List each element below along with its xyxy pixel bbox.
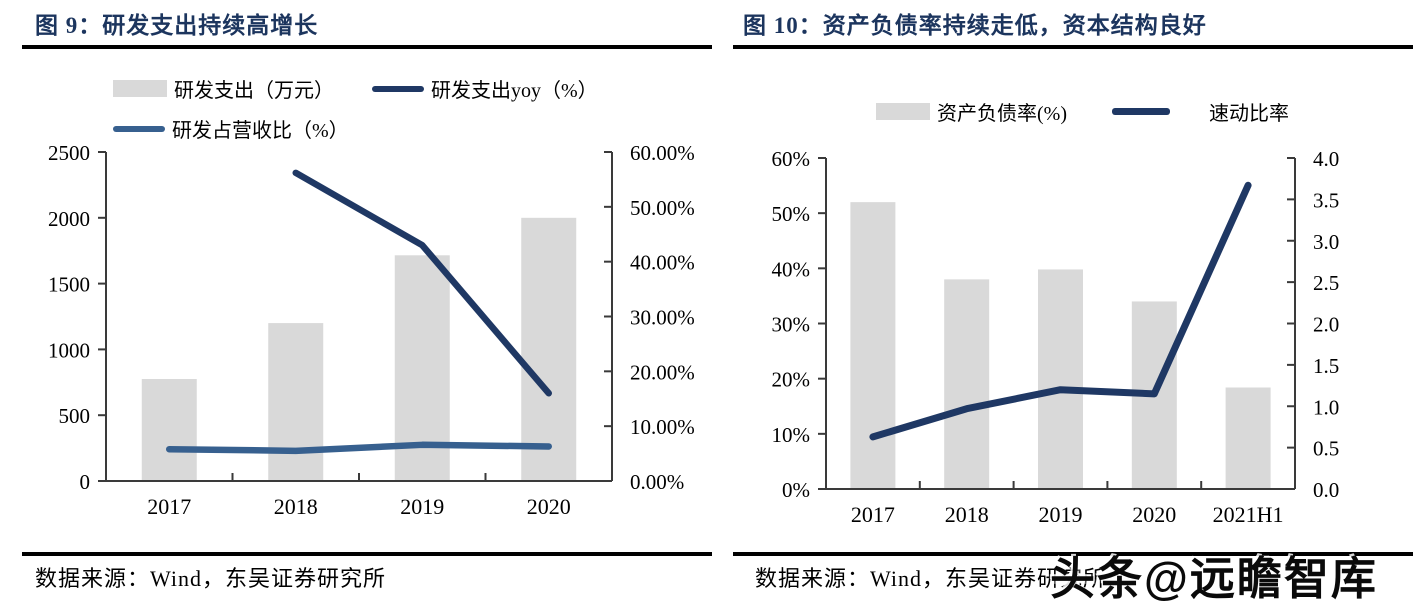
- svg-text:20%: 20%: [772, 368, 811, 392]
- svg-text:2.5: 2.5: [1313, 271, 1339, 295]
- svg-text:2020: 2020: [527, 494, 571, 519]
- quick-ratio-label: 速动比率: [1208, 103, 1289, 125]
- rd-revenue-ratio-label: 研发占营收比（%）: [172, 120, 349, 142]
- rd-spending-label: 研发支出（万元）: [174, 80, 334, 102]
- svg-text:500: 500: [59, 404, 91, 428]
- svg-text:3.5: 3.5: [1313, 188, 1339, 212]
- rd-spending-chart: 0 500 1000 1500 2000 2500 0.00% 10.00% 20.00% 30.…: [48, 141, 695, 519]
- svg-text:2019: 2019: [400, 494, 444, 519]
- svg-text:2019: 2019: [1039, 502, 1083, 527]
- figure10-legend: 资产负债率(%) 速动比率: [876, 97, 1289, 126]
- svg-text:2018: 2018: [274, 494, 318, 519]
- svg-text:1000: 1000: [48, 338, 90, 362]
- figure10-bottom-divider: [733, 552, 1413, 556]
- quick-ratio-line-swatch: [1111, 108, 1170, 115]
- svg-text:60.00%: 60.00%: [630, 141, 695, 165]
- svg-text:0.5: 0.5: [1313, 437, 1339, 461]
- figure9-title: 图 9：研发支出持续高增长: [35, 13, 319, 38]
- figure10-source: 数据来源：Wind，东吴证券研究所: [755, 566, 1106, 591]
- svg-text:0%: 0%: [782, 478, 810, 502]
- svg-text:2017: 2017: [851, 502, 895, 527]
- svg-text:2020: 2020: [1132, 502, 1176, 527]
- svg-text:50.00%: 50.00%: [630, 196, 695, 220]
- rd-revenue-ratio-line-swatch: [113, 125, 165, 132]
- svg-text:50%: 50%: [772, 202, 811, 226]
- svg-text:2017: 2017: [147, 494, 191, 519]
- figure9-source: 数据来源：Wind，东吴证券研究所: [35, 566, 386, 591]
- svg-text:0: 0: [80, 470, 91, 494]
- svg-text:2021H1: 2021H1: [1213, 502, 1284, 527]
- figure9-top-divider: [22, 45, 712, 49]
- svg-text:3.0: 3.0: [1313, 230, 1339, 254]
- figure9-legend: 研发支出（万元） 研发支出yoy（%） 研发占营收比（%）: [113, 74, 598, 143]
- svg-text:2018: 2018: [945, 502, 989, 527]
- svg-text:1500: 1500: [48, 273, 90, 297]
- svg-text:2.0: 2.0: [1313, 313, 1339, 337]
- svg-text:10%: 10%: [772, 423, 811, 447]
- figure9-legend-row1: 研发支出（万元） 研发支出yoy（%）: [113, 74, 598, 103]
- svg-text:0.0: 0.0: [1313, 478, 1339, 502]
- debt-ratio-label: 资产负债率(%): [937, 103, 1067, 125]
- debt-ratio-chart: 0% 10% 20% 30% 40% 50% 60% 0.0 0.5 1.0 1.5 2.0 2.5 3.…: [772, 147, 1340, 527]
- rd-yoy-line-swatch: [372, 85, 424, 92]
- svg-text:60%: 60%: [772, 147, 811, 171]
- svg-text:2000: 2000: [48, 207, 90, 231]
- svg-text:30%: 30%: [772, 313, 811, 337]
- svg-text:10.00%: 10.00%: [630, 415, 695, 439]
- watermark: 头条@远瞻智库: [1050, 553, 1378, 604]
- figure9-bottom-divider: [22, 552, 712, 556]
- figure10-top-divider: [733, 45, 1413, 49]
- debt-ratio-swatch: [876, 103, 930, 120]
- svg-text:20.00%: 20.00%: [630, 360, 695, 384]
- figure10-legend-row: 资产负债率(%) 速动比率: [876, 97, 1289, 126]
- svg-text:2500: 2500: [48, 141, 90, 165]
- svg-text:1.5: 1.5: [1313, 354, 1339, 378]
- svg-text:4.0: 4.0: [1313, 147, 1339, 171]
- figure9-legend-row2: 研发占营收比（%）: [113, 114, 598, 143]
- svg-text:40.00%: 40.00%: [630, 251, 695, 275]
- svg-text:30.00%: 30.00%: [630, 306, 695, 330]
- svg-text:0.00%: 0.00%: [630, 470, 684, 494]
- svg-text:40%: 40%: [772, 257, 811, 281]
- figure10-title: 图 10：资产负债率持续走低，资本结构良好: [743, 13, 1207, 38]
- svg-text:1.0: 1.0: [1313, 395, 1339, 419]
- rd-spending-swatch: [113, 80, 167, 97]
- rd-yoy-label: 研发支出yoy（%）: [431, 80, 598, 102]
